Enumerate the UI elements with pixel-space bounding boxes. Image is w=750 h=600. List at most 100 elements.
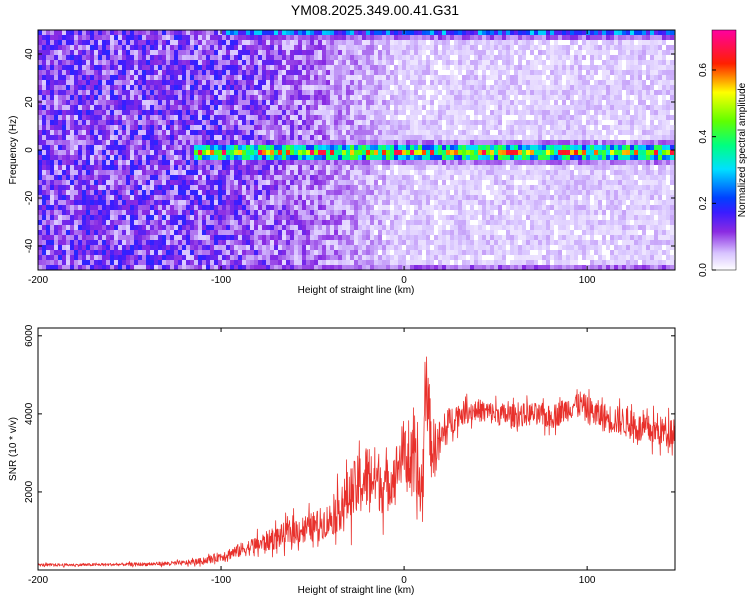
heatmap-cell — [354, 125, 358, 130]
heatmap-cell — [306, 205, 310, 210]
heatmap-cell — [314, 170, 318, 175]
heatmap-cell — [290, 185, 294, 190]
heatmap-cell — [54, 85, 58, 90]
heatmap-cell — [154, 160, 158, 165]
heatmap-cell — [418, 95, 422, 100]
heatmap-cell — [130, 245, 134, 250]
heatmap-cell — [246, 155, 250, 160]
heatmap-cell — [410, 80, 414, 85]
heatmap-cell — [302, 200, 306, 205]
heatmap-cell — [62, 50, 66, 55]
heatmap-cell — [214, 95, 218, 100]
heatmap-cell — [214, 200, 218, 205]
heatmap-cell — [198, 180, 202, 185]
heatmap-cell — [66, 185, 70, 190]
heatmap-cell — [174, 240, 178, 245]
heatmap-cell — [130, 180, 134, 185]
heatmap-cell — [178, 235, 182, 240]
heatmap-cell — [310, 230, 314, 235]
heatmap-cell — [270, 160, 274, 165]
heatmap-cell — [446, 125, 450, 130]
heatmap-cell — [282, 250, 286, 255]
heatmap-cell — [78, 60, 82, 65]
heatmap-cell — [458, 150, 462, 155]
heatmap-cell — [142, 120, 146, 125]
heatmap-cell — [198, 130, 202, 135]
heatmap-cell — [266, 60, 270, 65]
heatmap-cell — [146, 80, 150, 85]
heatmap-cell — [82, 185, 86, 190]
heatmap-cell — [322, 160, 326, 165]
heatmap-cell — [294, 220, 298, 225]
heatmap-cell — [150, 220, 154, 225]
heatmap-cell — [434, 80, 438, 85]
heatmap-cell — [130, 70, 134, 75]
heatmap-cell — [226, 35, 230, 40]
heatmap-cell — [222, 95, 226, 100]
heatmap-cell — [294, 195, 298, 200]
heatmap-cell — [354, 130, 358, 135]
heatmap-cell — [314, 40, 318, 45]
heatmap-cell — [442, 80, 446, 85]
heatmap-cell — [66, 30, 70, 35]
heatmap-cell — [422, 235, 426, 240]
heatmap-cell — [434, 55, 438, 60]
heatmap-cell — [218, 50, 222, 55]
heatmap-cell — [58, 200, 62, 205]
heatmap-cell — [462, 30, 466, 35]
heatmap-cell — [38, 65, 42, 70]
heatmap-cell — [54, 115, 58, 120]
heatmap-cell — [398, 175, 402, 180]
heatmap-cell — [406, 210, 410, 215]
heatmap-cell — [302, 220, 306, 225]
heatmap-cell — [118, 70, 122, 75]
heatmap-cell — [342, 250, 346, 255]
heatmap-cell — [402, 120, 406, 125]
heatmap-cell — [322, 30, 326, 35]
heatmap-cell — [138, 110, 142, 115]
heatmap-cell — [338, 230, 342, 235]
heatmap-cell — [250, 165, 254, 170]
heatmap-cell — [430, 260, 434, 265]
heatmap-cell — [346, 200, 350, 205]
heatmap-cell — [70, 115, 74, 120]
heatmap-cell — [326, 220, 330, 225]
heatmap-cell — [190, 145, 194, 150]
heatmap-cell — [386, 155, 390, 160]
heatmap-cell — [266, 250, 270, 255]
heatmap-cell — [358, 250, 362, 255]
heatmap-cell — [314, 230, 318, 235]
heatmap-cell — [182, 250, 186, 255]
heatmap-cell — [146, 260, 150, 265]
heatmap-cell — [222, 115, 226, 120]
heatmap-cell — [222, 125, 226, 130]
heatmap-cell — [78, 225, 82, 230]
heatmap-cell — [278, 90, 282, 95]
heatmap-cell — [230, 185, 234, 190]
heatmap-cell — [38, 75, 42, 80]
heatmap-cell — [266, 65, 270, 70]
heatmap-cell — [410, 45, 414, 50]
heatmap-cell — [358, 75, 362, 80]
heatmap-cell — [70, 180, 74, 185]
heatmap-cell — [222, 35, 226, 40]
heatmap-cell — [438, 260, 442, 265]
heatmap-cell — [342, 185, 346, 190]
heatmap-cell — [318, 160, 322, 165]
heatmap-cell — [314, 70, 318, 75]
heatmap-cell — [446, 45, 450, 50]
heatmap-cell — [382, 85, 386, 90]
heatmap-cell — [46, 90, 50, 95]
heatmap-cell — [294, 250, 298, 255]
heatmap-cell — [382, 160, 386, 165]
heatmap-cell — [214, 125, 218, 130]
heatmap-cell — [134, 150, 138, 155]
heatmap-cell — [306, 90, 310, 95]
heatmap-cell — [230, 245, 234, 250]
heatmap-cell — [426, 140, 430, 145]
heatmap-cell — [38, 110, 42, 115]
heatmap-cell — [418, 65, 422, 70]
heatmap-cell — [402, 130, 406, 135]
heatmap-cell — [370, 175, 374, 180]
heatmap-cell — [330, 65, 334, 70]
